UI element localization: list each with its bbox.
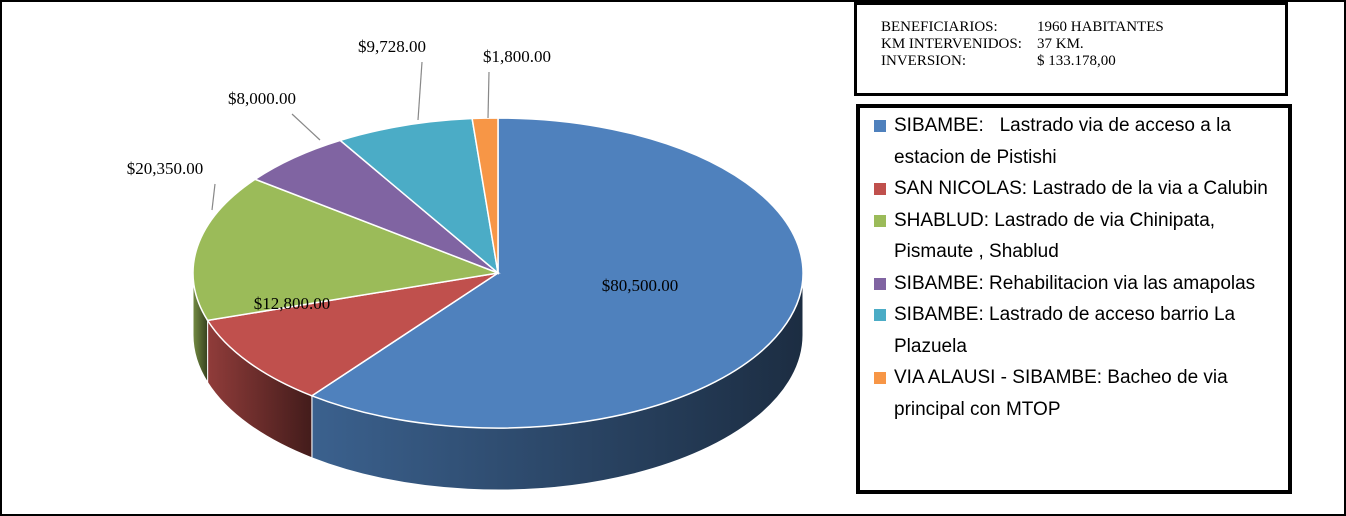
slice bbox=[471, 117, 499, 274]
legend-item: SIBAMBE: Lastrado via de acceso a la est… bbox=[874, 110, 1280, 173]
leader-line bbox=[291, 113, 321, 141]
info-key: BENEFICIARIOS: bbox=[881, 19, 998, 35]
data-label: $8,000.00 bbox=[228, 89, 296, 108]
legend-label: SAN NICOLAS: Lastrado de la via a Calubi… bbox=[894, 178, 1268, 199]
info-row: BENEFICIARIOS: 1960 HABITANTES bbox=[881, 19, 1285, 36]
leader-line bbox=[211, 183, 216, 211]
pie-chart: $80,500.00 $12,800.00 $20,350.00 $8,000.00 $… bbox=[127, 37, 804, 491]
slice bbox=[206, 272, 499, 397]
legend-item: SHABLUD: Lastrado de via Chinipata, Pism… bbox=[874, 205, 1280, 268]
data-label: $80,500.00 bbox=[602, 276, 679, 295]
data-label: $12,800.00 bbox=[254, 294, 331, 313]
legend-item: VIA ALAUSI - SIBAMBE: Bacheo de via prin… bbox=[874, 362, 1280, 425]
legend-item: SIBAMBE: Rehabilitacion via las amapolas bbox=[874, 268, 1280, 300]
legend-swatch bbox=[874, 120, 886, 132]
info-value: 37 KM. bbox=[1037, 36, 1084, 52]
slice bbox=[338, 117, 500, 275]
legend-label: SIBAMBE: Rehabilitacion via las amapolas bbox=[894, 272, 1256, 294]
info-key: INVERSION: bbox=[881, 53, 966, 69]
data-label: $1,800.00 bbox=[483, 47, 551, 66]
slice bbox=[310, 117, 804, 429]
data-label: $9,728.00 bbox=[358, 37, 426, 56]
legend-item: SAN NICOLAS: Lastrado de la via a Calubi… bbox=[874, 173, 1280, 205]
legend-label: SHABLUD: Lastrado de via Chinipata, Pism… bbox=[894, 209, 1221, 263]
legend-swatch bbox=[874, 277, 886, 290]
leader-line bbox=[487, 71, 490, 119]
legend-swatch bbox=[874, 309, 886, 321]
info-row: INVERSION: $ 133.178,00 bbox=[881, 53, 1285, 70]
legend-label: SIBAMBE: Lastrado de acceso barrio La Pl… bbox=[894, 304, 1241, 357]
slice bbox=[192, 178, 501, 322]
legend-swatch bbox=[874, 372, 886, 384]
data-label: $20,350.00 bbox=[127, 159, 204, 178]
legend-label: SIBAMBE: Lastrado via de acceso a la est… bbox=[894, 115, 1237, 168]
leader-line bbox=[417, 61, 423, 121]
legend-swatch bbox=[874, 214, 886, 227]
legend-label: VIA ALAUSI - SIBAMBE: Bacheo de via prin… bbox=[894, 367, 1234, 420]
info-key: KM INTERVENIDOS: bbox=[881, 36, 1022, 52]
info-value: 1960 HABITANTES bbox=[1037, 19, 1164, 35]
info-row: KM INTERVENIDOS: 37 KM. bbox=[881, 36, 1285, 53]
legend-swatch bbox=[874, 183, 886, 195]
legend-item: SIBAMBE: Lastrado de acceso barrio La Pl… bbox=[874, 299, 1280, 362]
info-value: $ 133.178,00 bbox=[1037, 53, 1116, 69]
info-box: BENEFICIARIOS: 1960 HABITANTES KM INTERVEN… bbox=[854, 2, 1288, 96]
legend: SIBAMBE: Lastrado via de acceso a la est… bbox=[856, 104, 1292, 494]
